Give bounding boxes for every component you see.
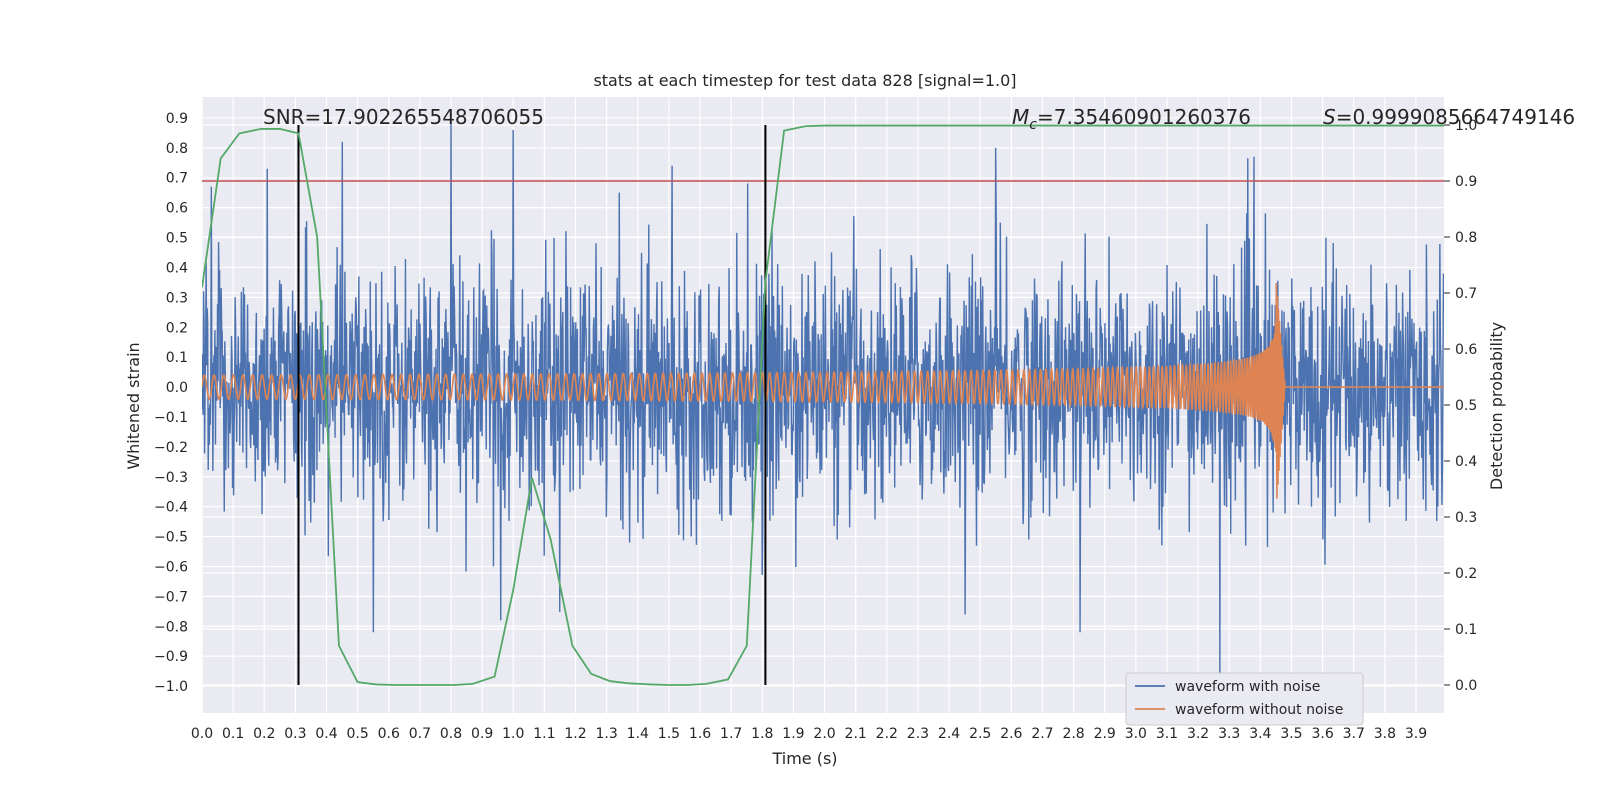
x-tick-label: 3.6 [1311,726,1333,742]
x-tick-label: 3.5 [1280,726,1302,742]
clean-waveform-line [202,283,1444,499]
x-tick-label: 0.2 [253,726,275,742]
x-tick-label: 2.6 [1000,726,1022,742]
x-tick-label: 3.3 [1218,726,1240,742]
x-tick-label: 2.7 [1031,726,1053,742]
x-tick-label: 3.7 [1343,726,1365,742]
s-annotation: S=0.9999085664749146 [1323,105,1575,129]
y2-tick-label: 0.2 [1455,566,1477,582]
x-tick-label: 3.1 [1156,726,1178,742]
legend: waveform with noise waveform without noi… [1125,672,1364,726]
s-value: =0.9999085664749146 [1336,105,1575,129]
x-tick-label: 3.2 [1187,726,1209,742]
y-tick-label: −0.6 [154,559,188,575]
x-tick-label: 2.8 [1062,726,1084,742]
y-tick-label: −1.0 [154,679,188,695]
legend-frame [1125,672,1364,726]
y-tick-label: 0.6 [166,201,188,217]
x-tick-label: 1.5 [658,726,680,742]
x-tick-label: 0.4 [315,726,337,742]
x-tick-label: 2.3 [907,726,929,742]
x-tick-label: 1.3 [596,726,618,742]
y-tick-label: −0.9 [154,649,188,665]
y2-tick-label: 0.5 [1455,398,1477,414]
chirp-mass-annotation: Mc=7.35460901260376 [1012,105,1251,133]
x-tick-label: 0.5 [347,726,369,742]
x-tick-label: 2.2 [876,726,898,742]
y-tick-label: −0.7 [154,589,188,605]
x-tick-label: 2.4 [938,726,960,742]
y2-tick-label: 0.9 [1455,174,1477,190]
x-tick-label: 2.5 [969,726,991,742]
plot-area [201,97,1444,713]
chart-title: stats at each timestep for test data 828… [593,71,1016,90]
y-axis-label: Whitened strain [124,342,143,469]
x-tick-label: 3.8 [1374,726,1396,742]
y-tick-label: −0.8 [154,619,188,635]
y-tick-label: −0.1 [154,410,188,426]
y-tick-label: 0.3 [166,290,188,306]
x-tick-label: 1.9 [782,726,804,742]
y-tick-label: 0.7 [166,171,188,187]
y-tick-label: 0.0 [166,380,188,396]
y-axis-ticks: 0.9 0.8 0.7 0.6 0.5 0.4 0.3 0.2 0.1 0.0 −0.1 −0.2 −0… [154,111,188,695]
x-axis-label: Time (s) [771,749,837,768]
y2-tick-label: 0.0 [1455,678,1477,694]
x-tick-label: 2.9 [1094,726,1116,742]
legend-label-noisy: waveform with noise [1175,679,1320,695]
snr-annotation: SNR=17.902265548706055 [263,105,544,129]
chirp-mass-subscript: c [1029,117,1037,133]
legend-label-clean: waveform without noise [1175,702,1343,718]
x-tick-label: 0.8 [440,726,462,742]
x-tick-label: 0.3 [284,726,306,742]
detection-probability-line [202,124,1444,686]
x-tick-label: 3.4 [1249,726,1271,742]
x-tick-label: 0.7 [409,726,431,742]
chirp-mass-symbol: M [1012,105,1029,129]
x-tick-label: 1.8 [751,726,773,742]
x-tick-label: 0.0 [191,726,213,742]
y2-tick-label: 0.6 [1455,342,1477,358]
y2-axis-label: Detection probability [1487,322,1506,490]
y-tick-label: 0.4 [166,260,188,276]
noisy-waveform-line [202,123,1444,675]
y-tick-label: −0.4 [154,500,188,516]
x-tick-label: 2.0 [813,726,835,742]
x-tick-label: 0.9 [471,726,493,742]
s-symbol: S [1323,105,1336,129]
x-tick-label: 1.1 [533,726,555,742]
y2-tick-label: 0.7 [1455,286,1477,302]
y2-tick-label: 0.1 [1455,622,1477,638]
y-tick-label: −0.2 [154,440,188,456]
y2-tick-label: 1.0 [1455,118,1477,134]
y-tick-label: 0.9 [166,111,188,127]
y2-tick-label: 0.4 [1455,454,1477,470]
y-tick-label: −0.5 [154,530,188,546]
y-tick-label: 0.1 [166,350,188,366]
x-tick-label: 1.2 [564,726,586,742]
y2-tick-label: 0.3 [1455,510,1477,526]
x-tick-label: 3.9 [1405,726,1427,742]
y-tick-label: −0.3 [154,470,188,486]
x-axis-ticks: 0.0 0.1 0.2 0.3 0.4 0.5 0.6 0.7 0.8 0.9 1.0 1.1 1.2 1… [191,726,1427,742]
plot-series-group [202,123,1444,686]
x-tick-label: 1.7 [720,726,742,742]
y-tick-label: 0.8 [166,141,188,157]
y-tick-label: 0.2 [166,320,188,336]
y2-axis-ticks: 1.0 0.9 0.8 0.7 0.6 0.5 0.4 0.3 0.2 0.1 0.0 [1444,118,1477,694]
x-tick-label: 1.0 [502,726,524,742]
x-tick-label: 0.6 [378,726,400,742]
y-tick-label: 0.5 [166,231,188,247]
x-tick-label: 0.1 [222,726,244,742]
x-tick-label: 2.1 [845,726,867,742]
x-tick-label: 1.4 [627,726,649,742]
y2-tick-label: 0.8 [1455,230,1477,246]
chirp-mass-value: =7.35460901260376 [1037,105,1251,129]
x-tick-label: 1.6 [689,726,711,742]
x-tick-label: 3.0 [1125,726,1147,742]
